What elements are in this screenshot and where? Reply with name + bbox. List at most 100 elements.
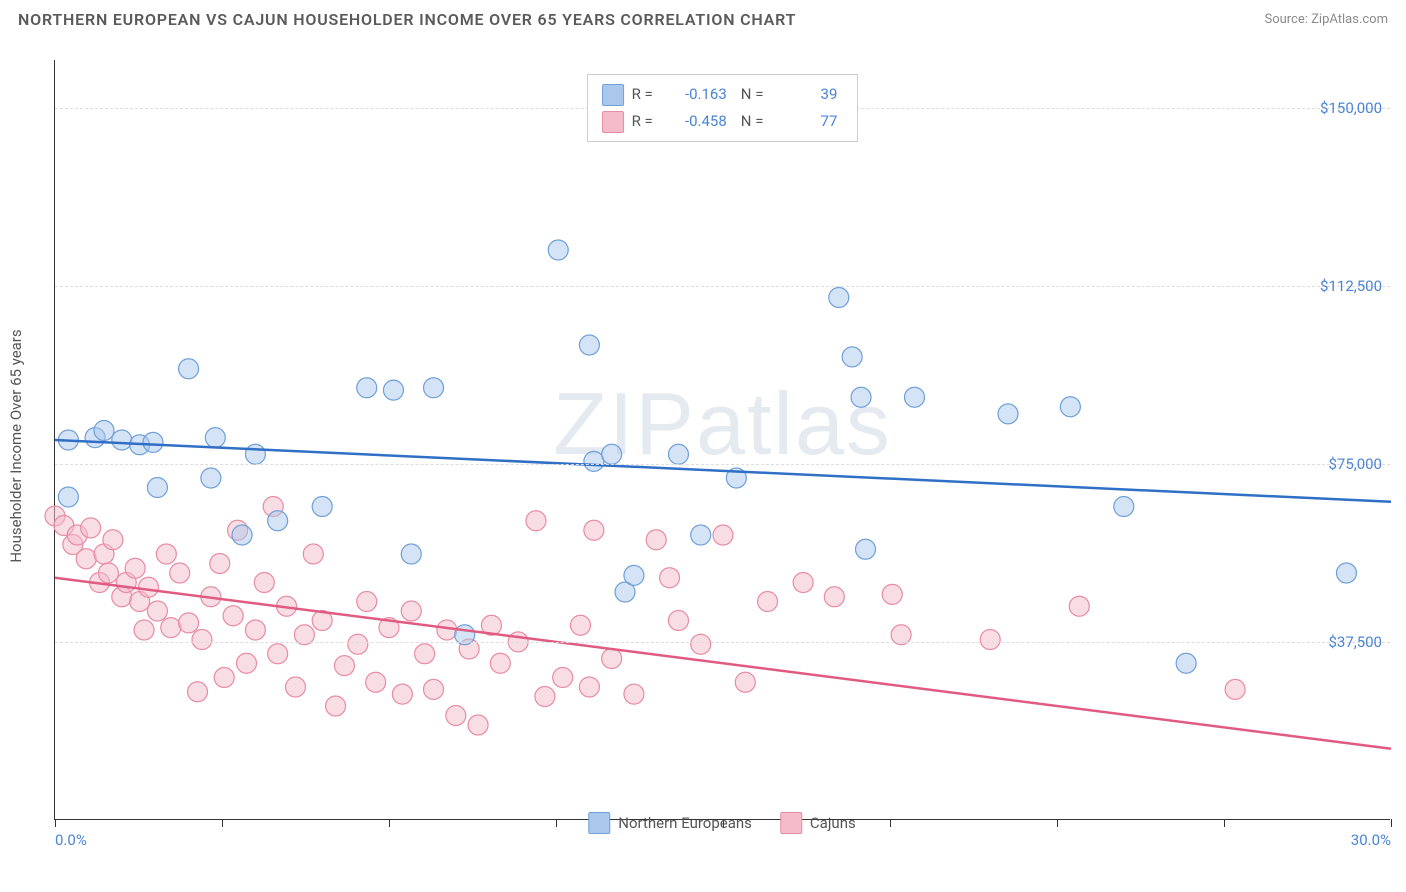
data-point bbox=[312, 497, 332, 517]
data-point bbox=[1336, 563, 1356, 583]
data-point bbox=[147, 601, 167, 621]
data-point bbox=[446, 706, 466, 726]
y-tick-label: $75,000 bbox=[1328, 455, 1382, 473]
data-point bbox=[134, 620, 154, 640]
data-point bbox=[285, 677, 305, 697]
data-point bbox=[735, 672, 755, 692]
data-point bbox=[357, 592, 377, 612]
data-point bbox=[1176, 653, 1196, 673]
correlation-legend: R = -0.163 N = 39 R = -0.458 N = 77 bbox=[587, 74, 859, 142]
scatter-plot bbox=[55, 60, 1390, 819]
n-value-0: 39 bbox=[777, 81, 837, 108]
data-point bbox=[758, 592, 778, 612]
swatch-northern-icon bbox=[588, 812, 610, 834]
data-point bbox=[668, 444, 688, 464]
data-point bbox=[112, 430, 132, 450]
data-point bbox=[713, 525, 733, 545]
y-tick-label: $37,500 bbox=[1328, 633, 1382, 651]
x-tick bbox=[222, 819, 223, 827]
grid-line bbox=[55, 286, 1390, 287]
x-tick bbox=[1057, 819, 1058, 827]
legend-item-cajun: Cajuns bbox=[780, 812, 856, 834]
r-label: R = bbox=[632, 81, 653, 108]
n-value-1: 77 bbox=[777, 108, 837, 135]
grid-line bbox=[55, 642, 1390, 643]
r-value-1: -0.458 bbox=[667, 108, 727, 135]
data-point bbox=[824, 587, 844, 607]
chart-area: ZIPatlas R = -0.163 N = 39 R = -0.458 N … bbox=[54, 48, 1390, 838]
data-point bbox=[170, 563, 190, 583]
source-label: Source: ZipAtlas.com bbox=[1264, 12, 1388, 27]
data-point bbox=[156, 544, 176, 564]
data-point bbox=[851, 387, 871, 407]
data-point bbox=[179, 359, 199, 379]
x-tick-label: 30.0% bbox=[1351, 831, 1391, 849]
data-point bbox=[94, 421, 114, 441]
y-axis-label: Householder Income Over 65 years bbox=[7, 329, 25, 562]
y-tick-label: $112,500 bbox=[1320, 277, 1382, 295]
data-point bbox=[401, 544, 421, 564]
data-point bbox=[201, 468, 221, 488]
data-point bbox=[691, 634, 711, 654]
data-point bbox=[232, 525, 252, 545]
data-point bbox=[602, 649, 622, 669]
data-point bbox=[553, 668, 573, 688]
data-point bbox=[125, 558, 145, 578]
data-point bbox=[348, 634, 368, 654]
data-point bbox=[98, 563, 118, 583]
data-point bbox=[205, 428, 225, 448]
data-point bbox=[526, 511, 546, 531]
data-point bbox=[829, 288, 849, 308]
data-point bbox=[548, 240, 568, 260]
data-point bbox=[1225, 679, 1245, 699]
swatch-cajun-icon bbox=[602, 111, 624, 133]
data-point bbox=[326, 696, 346, 716]
x-tick bbox=[55, 819, 56, 827]
data-point bbox=[904, 387, 924, 407]
data-point bbox=[245, 444, 265, 464]
data-point bbox=[602, 444, 622, 464]
y-tick-label: $150,000 bbox=[1320, 99, 1382, 117]
data-point bbox=[584, 520, 604, 540]
data-point bbox=[139, 577, 159, 597]
data-point bbox=[842, 347, 862, 367]
data-point bbox=[624, 684, 644, 704]
data-point bbox=[214, 668, 234, 688]
data-point bbox=[245, 620, 265, 640]
series-legend: Northern Europeans Cajuns bbox=[588, 812, 855, 834]
data-point bbox=[223, 606, 243, 626]
data-point bbox=[147, 478, 167, 498]
data-point bbox=[179, 613, 199, 633]
data-point bbox=[668, 611, 688, 631]
data-point bbox=[357, 378, 377, 398]
swatch-cajun-icon bbox=[780, 812, 802, 834]
swatch-northern-icon bbox=[602, 84, 624, 106]
data-point bbox=[268, 644, 288, 664]
data-point bbox=[691, 525, 711, 545]
x-tick-label: 0.0% bbox=[55, 831, 87, 849]
data-point bbox=[161, 618, 181, 638]
data-point bbox=[1060, 397, 1080, 417]
regression-line bbox=[55, 440, 1391, 502]
data-point bbox=[210, 554, 230, 574]
data-point bbox=[236, 653, 256, 673]
data-point bbox=[584, 451, 604, 471]
data-point bbox=[468, 715, 488, 735]
r-value-0: -0.163 bbox=[667, 81, 727, 108]
data-point bbox=[579, 335, 599, 355]
x-tick bbox=[1391, 819, 1392, 827]
data-point bbox=[1114, 497, 1134, 517]
data-point bbox=[268, 511, 288, 531]
r-label: R = bbox=[632, 108, 653, 135]
x-tick bbox=[389, 819, 390, 827]
data-point bbox=[143, 432, 163, 452]
data-point bbox=[793, 573, 813, 593]
grid-line bbox=[55, 464, 1390, 465]
data-point bbox=[188, 682, 208, 702]
data-point bbox=[1069, 596, 1089, 616]
legend-row-0: R = -0.163 N = 39 bbox=[602, 81, 844, 108]
x-tick bbox=[556, 819, 557, 827]
data-point bbox=[254, 573, 274, 593]
data-point bbox=[980, 630, 1000, 650]
data-point bbox=[424, 679, 444, 699]
